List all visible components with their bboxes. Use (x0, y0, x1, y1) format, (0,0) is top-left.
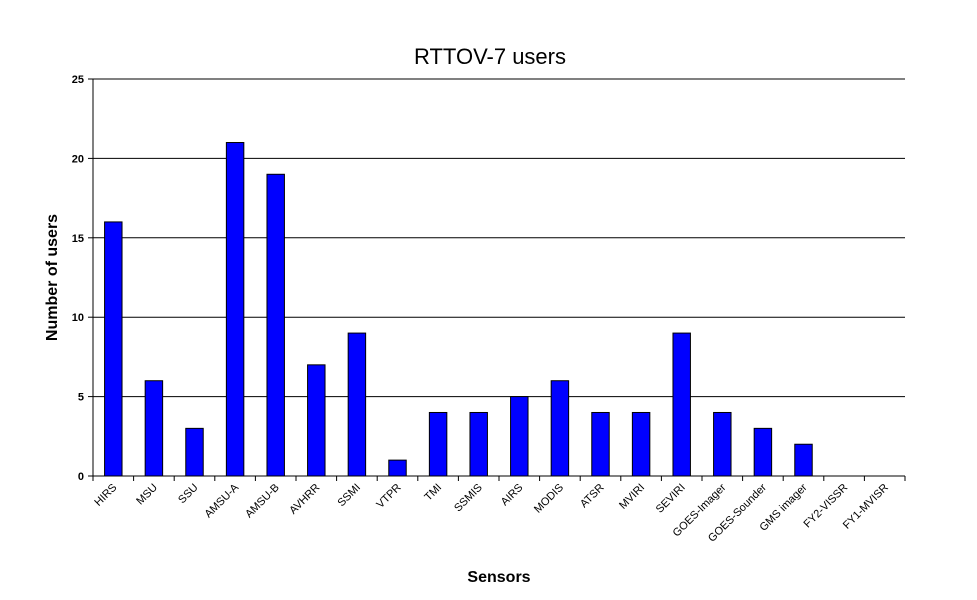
bar-modis (550, 380, 570, 477)
x-tick-label: TMI (422, 482, 444, 504)
bar-ssmi (347, 332, 367, 477)
x-tick-label: HIRS (92, 482, 119, 509)
x-tick-label: SEVIRI (654, 482, 688, 516)
bar-ssu (185, 427, 204, 477)
gridlines (93, 78, 905, 398)
x-tick-labels: HIRS MSU SSU AMSU-A AMSU-B AVHRR SSMI VTPR TMI SS… (92, 481, 890, 544)
bar-vtpr (388, 459, 407, 477)
bar-airs (510, 396, 529, 477)
y-tick-label: 25 (72, 74, 84, 86)
bar-seviri (672, 332, 691, 477)
x-tick-label: MVIRI (617, 482, 647, 512)
bar-goes-sounder (753, 427, 773, 477)
y-tick-label: 5 (78, 392, 84, 404)
x-tick-label: ATSR (578, 482, 607, 511)
y-tick-label: 15 (72, 233, 84, 245)
x-tick-label: AMSU-B (243, 482, 282, 521)
bar-avhrr (307, 364, 326, 477)
bar-hirs (104, 221, 123, 477)
bar-ssmis (469, 411, 488, 477)
x-axis-label: Sensors (467, 569, 530, 586)
y-tick-label: 20 (72, 153, 84, 165)
bar-amsu-b (266, 173, 285, 477)
bar-msu (144, 380, 164, 477)
x-tick-label: AVHRR (287, 482, 322, 517)
x-tick-label: VTPR (374, 482, 403, 511)
y-tick-label: 10 (72, 312, 84, 324)
x-tick-label: AMSU-A (202, 481, 241, 520)
bar-mviri (631, 411, 651, 477)
y-tick-labels: 0 5 10 15 20 25 (72, 74, 84, 483)
x-tick-label: MODIS (532, 482, 566, 516)
chart-title: RTTOV-7 users (414, 44, 566, 69)
bar-amsu-a (225, 142, 245, 477)
bar-goes-imager (713, 411, 732, 477)
y-tick-label: 0 (78, 471, 84, 483)
x-tick-label: AIRS (499, 482, 526, 509)
y-axis-label: Number of users (44, 214, 61, 341)
x-tick-label: MSU (134, 482, 160, 508)
bars (104, 142, 813, 477)
x-tick-label: SSMIS (452, 482, 485, 515)
bar-atsr (591, 411, 610, 477)
x-tick-label: SSMI (336, 482, 364, 510)
x-tick-label: SSU (176, 482, 201, 507)
bar-gms-imager (794, 443, 813, 477)
bar-tmi (428, 411, 448, 477)
axes (88, 78, 906, 481)
